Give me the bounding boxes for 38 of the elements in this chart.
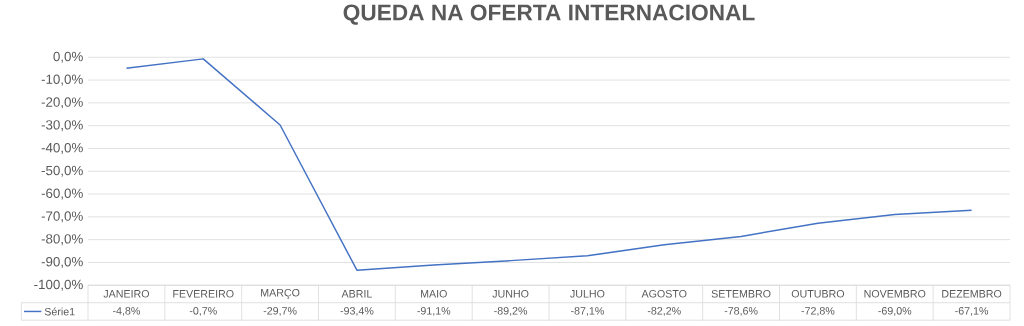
x-tick-label: ABRIL bbox=[341, 289, 372, 298]
data-label: -87,1% bbox=[571, 306, 604, 316]
data-label: -72,8% bbox=[801, 306, 835, 316]
x-tick-label: FEVEREIRO bbox=[173, 289, 234, 298]
y-tick-label: -10,0% bbox=[41, 74, 83, 86]
y-tick-label: -90,0% bbox=[41, 256, 83, 268]
data-label: -91,1% bbox=[417, 306, 451, 316]
y-tick-label: 0,0% bbox=[53, 51, 83, 63]
x-tick-label: JANEIRO bbox=[103, 289, 150, 298]
y-tick-label: -20,0% bbox=[41, 97, 83, 109]
x-tick-label: NOVEMBRO bbox=[864, 289, 926, 298]
data-label: -4,8% bbox=[112, 306, 140, 316]
x-tick-label: OUTUBRO bbox=[791, 289, 845, 298]
x-tick-label: AGOSTO bbox=[641, 289, 687, 298]
x-tick-label: JUNHO bbox=[492, 289, 529, 298]
y-tick-label: -100,0% bbox=[34, 279, 83, 291]
data-label: -69,0% bbox=[878, 306, 912, 316]
x-tick-label: MAIO bbox=[421, 289, 447, 298]
data-label: -93,4% bbox=[340, 306, 374, 316]
y-tick-label: -30,0% bbox=[41, 120, 83, 132]
data-label: -29,7% bbox=[263, 306, 297, 316]
y-tick-label: -60,0% bbox=[41, 188, 83, 200]
data-label: -67,1% bbox=[955, 306, 989, 316]
y-tick-label: -70,0% bbox=[41, 211, 83, 223]
y-tick-label: -80,0% bbox=[41, 234, 83, 246]
data-label: -89,2% bbox=[494, 306, 528, 316]
x-tick-label: MARÇO bbox=[261, 288, 300, 299]
line-series bbox=[125, 57, 973, 271]
data-label: -78,6% bbox=[724, 306, 758, 316]
data-label: -0,7% bbox=[189, 306, 217, 316]
y-tick-label: -40,0% bbox=[41, 142, 83, 154]
y-tick-label: -50,0% bbox=[41, 165, 83, 177]
chart-title: QUEDA NA OFERTA INTERNACIONAL bbox=[343, 4, 755, 25]
data-label: -82,2% bbox=[647, 306, 681, 316]
legend-label: Série1 bbox=[44, 307, 75, 316]
x-tick-label: DEZEMBRO bbox=[942, 289, 1002, 298]
x-tick-label: JULHO bbox=[570, 289, 605, 298]
x-tick-label: SETEMBRO bbox=[711, 289, 771, 298]
